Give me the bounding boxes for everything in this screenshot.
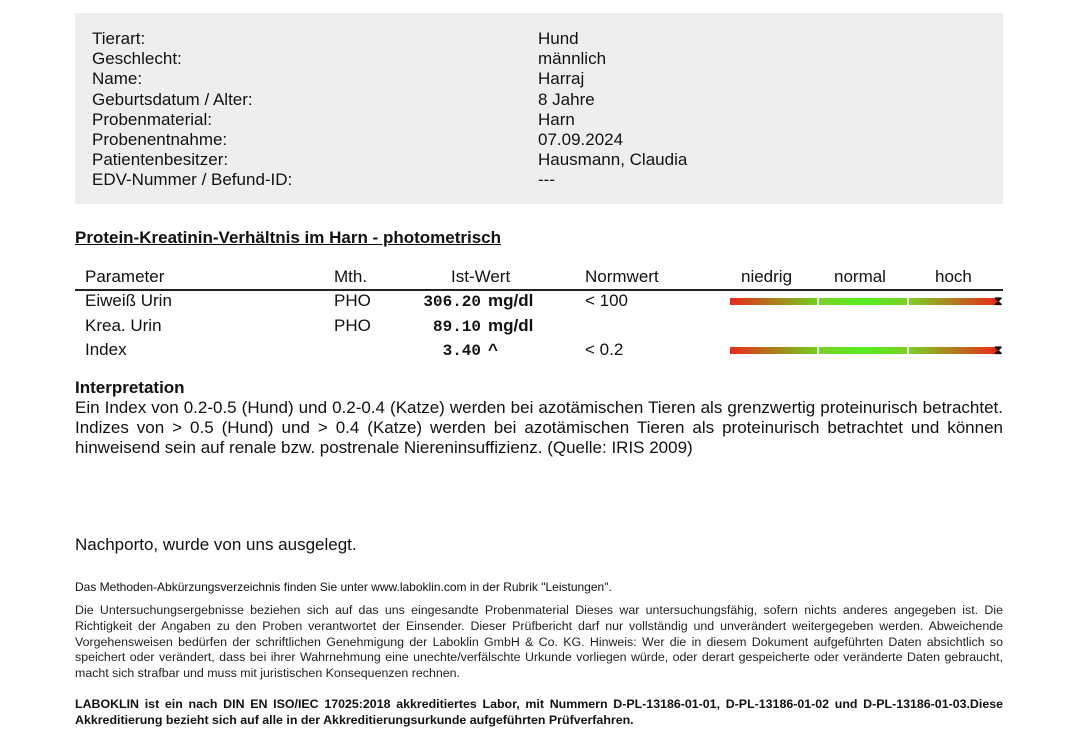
patient-value: Hund: [538, 29, 579, 48]
interpretation-text: Ein Index von 0.2-0.5 (Hund) und 0.2-0.4…: [75, 398, 1003, 457]
row-parameter: Krea. Urin: [85, 316, 162, 335]
methods-note: Das Methoden-Abkürzungsverzeichnis finde…: [75, 580, 612, 594]
patient-label: Tierart:: [92, 29, 146, 48]
section-title: Protein-Kreatinin-Verhältnis im Harn - p…: [75, 228, 502, 247]
row-value: 3.40: [442, 342, 481, 360]
patient-label: Probenentnahme:: [92, 130, 228, 149]
row-unit: ^: [488, 340, 498, 359]
row-method: PHO: [334, 291, 371, 310]
range-high-segment: [909, 298, 997, 305]
patient-label: Probenmaterial:: [92, 109, 213, 129]
postage-note: Nachporto, wurde von uns ausgelegt.: [75, 535, 357, 554]
header-value: Ist-Wert: [451, 267, 511, 286]
row-parameter: Index: [85, 340, 127, 359]
patient-value: Harn: [538, 109, 575, 129]
header-normal: normal: [834, 267, 886, 286]
header-parameter: Parameter: [85, 267, 165, 286]
range-normal-segment: [819, 347, 907, 354]
header-method: Mth.: [334, 267, 368, 286]
range-low-segment: [730, 347, 817, 354]
patient-label: Name:: [92, 69, 143, 89]
row-norm: < 0.2: [585, 340, 624, 359]
header-norm: Normwert: [585, 267, 659, 286]
patient-value: männlich: [538, 49, 607, 69]
disclaimer: Die Untersuchungsergebnisse beziehen sic…: [75, 603, 1003, 681]
patient-label: EDV-Nummer / Befund-ID:: [92, 170, 293, 190]
patient-value: Hausmann, Claudia: [538, 150, 688, 170]
patient-info-box: Tierart: Hund Geschlecht: männlich Name: H…: [75, 13, 1003, 204]
patient-label: Patientenbesitzer:: [92, 150, 229, 170]
header-low: niedrig: [741, 267, 793, 286]
range-bar: ⧗: [730, 294, 1003, 308]
accreditation-note: LABOKLIN ist ein nach DIN EN ISO/IEC 170…: [75, 697, 1003, 727]
patient-label: Geschlecht:: [92, 49, 182, 69]
row-unit: mg/dl: [488, 291, 534, 310]
patient-value: 07.09.2024: [538, 130, 624, 149]
patient-value: ---: [538, 170, 555, 190]
row-norm: < 100: [585, 291, 629, 310]
patient-value: 8 Jahre: [538, 89, 595, 109]
range-bar: ⧗: [730, 343, 1003, 357]
row-parameter: Eiweiß Urin: [85, 291, 172, 310]
range-normal-segment: [819, 298, 907, 305]
value-marker-icon: ⧗: [994, 294, 1003, 308]
header-high: hoch: [935, 267, 972, 286]
header-divider: [75, 289, 1003, 291]
row-method: PHO: [334, 316, 371, 335]
patient-value: Harraj: [538, 69, 585, 89]
range-low-segment: [730, 298, 817, 305]
patient-label: Geburtsdatum / Alter:: [92, 89, 253, 109]
value-marker-icon: ⧗: [994, 343, 1003, 357]
row-value: 306.20: [423, 293, 481, 311]
range-high-segment: [909, 347, 997, 354]
row-unit: mg/dl: [488, 316, 534, 335]
interpretation-heading: Interpretation: [75, 378, 185, 397]
row-value: 89.10: [432, 318, 481, 336]
